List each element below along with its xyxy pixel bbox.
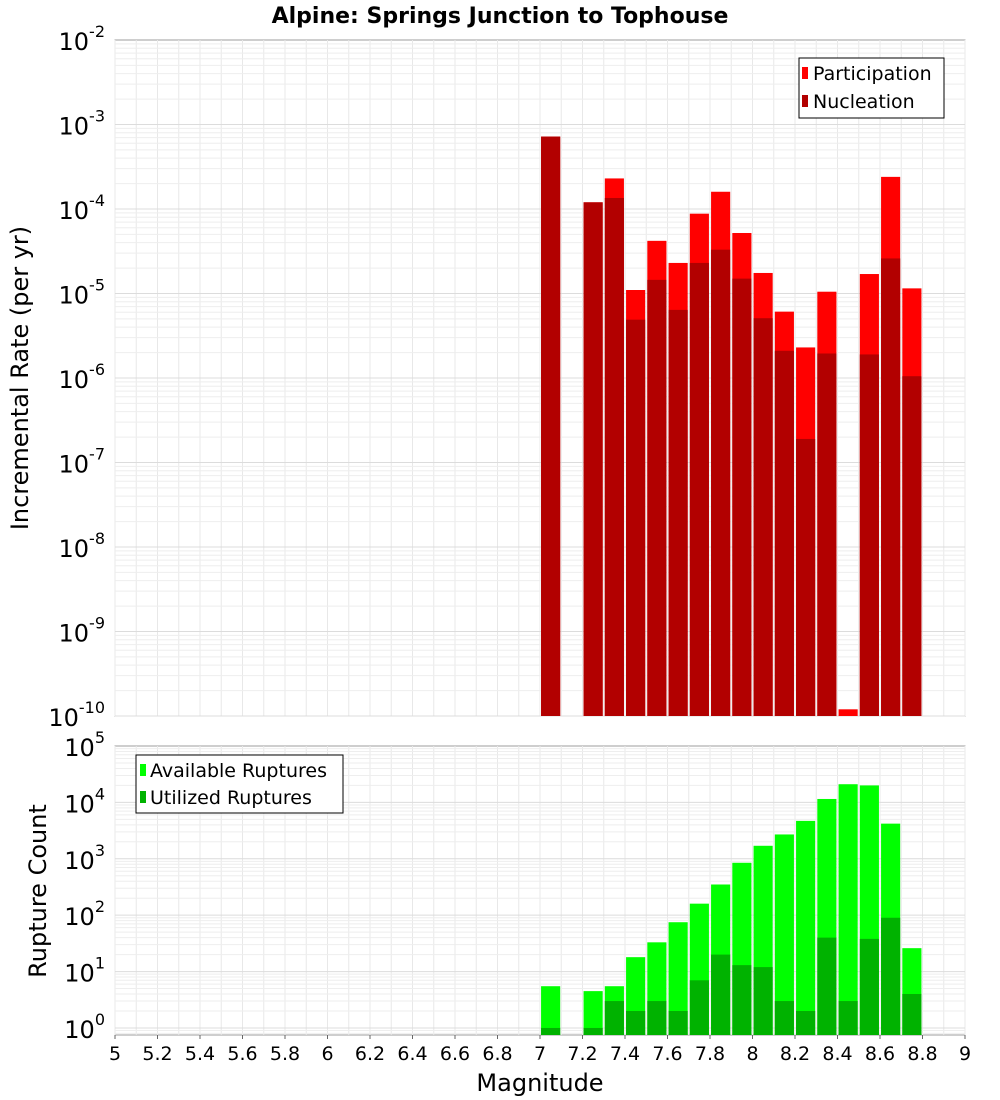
x-axis-title: Magnitude bbox=[476, 1069, 603, 1097]
top-legend: Participation Nucleation bbox=[798, 57, 945, 119]
x-tick-label: 5 bbox=[109, 1043, 121, 1065]
top-y-tick-label: 10-10 bbox=[48, 698, 105, 732]
utilized-ruptures-bar bbox=[753, 967, 773, 1035]
legend-available-label: Available Ruptures bbox=[150, 760, 327, 782]
utilized-ruptures-bar bbox=[647, 1001, 667, 1035]
x-tick-label: 7.8 bbox=[695, 1043, 725, 1065]
utilized-ruptures-bar bbox=[668, 1010, 688, 1035]
x-tick-label: 7.2 bbox=[567, 1043, 597, 1065]
nucleation-bar bbox=[774, 350, 794, 716]
x-tick-label: 6.4 bbox=[397, 1043, 427, 1065]
legend-available-swatch bbox=[140, 764, 146, 776]
x-tick-label: 5.8 bbox=[270, 1043, 300, 1065]
top-plot: 10-2 10-3 10-4 10-5 10-6 10-7 10-8 10-9 10-10 In… bbox=[6, 22, 966, 732]
top-y-tick-label: 10-8 bbox=[59, 529, 106, 563]
bottom-y-tick-labels: 105 104 103 102 101 100 bbox=[64, 728, 105, 1044]
nucleation-bar bbox=[583, 202, 603, 716]
bottom-plot: 105 104 103 102 101 100 5 5.2 5.4 5.6 5.8 6 6.2 6.4 6… bbox=[24, 728, 971, 1097]
nucleation-bar bbox=[668, 309, 688, 716]
nucleation-bar bbox=[711, 249, 731, 716]
utilized-ruptures-bar bbox=[902, 994, 922, 1035]
x-tick-label: 7.4 bbox=[610, 1043, 640, 1065]
x-tick-label: 6 bbox=[321, 1043, 333, 1065]
bottom-y-tick-label: 100 bbox=[64, 1010, 105, 1044]
bottom-y-tick-label: 105 bbox=[64, 728, 105, 762]
top-bars bbox=[541, 136, 922, 717]
nucleation-bar bbox=[626, 319, 646, 716]
utilized-ruptures-bar bbox=[881, 917, 901, 1035]
nucleation-bar bbox=[817, 353, 837, 716]
available-ruptures-bar bbox=[838, 784, 858, 1035]
legend-nucleation-swatch bbox=[802, 95, 808, 107]
x-tick-label: 8 bbox=[746, 1043, 758, 1065]
x-tick-label: 8.4 bbox=[822, 1043, 852, 1065]
utilized-ruptures-bar bbox=[604, 1001, 624, 1035]
top-y-tick-label: 10-2 bbox=[59, 22, 106, 56]
utilized-ruptures-bar bbox=[689, 980, 709, 1035]
available-ruptures-bar bbox=[774, 834, 794, 1035]
bottom-bars bbox=[541, 784, 922, 1035]
bottom-legend: Available Ruptures Utilized Ruptures bbox=[135, 754, 344, 814]
top-y-tick-label: 10-4 bbox=[59, 191, 106, 225]
top-y-tick-label: 10-9 bbox=[59, 614, 106, 648]
available-ruptures-bar bbox=[668, 922, 688, 1035]
x-tick-labels: 5 5.2 5.4 5.6 5.8 6 6.2 6.4 6.6 6.8 7 7.2 7.4 7.6 7.8 8… bbox=[109, 1035, 971, 1065]
available-ruptures-bar bbox=[541, 986, 561, 1035]
utilized-ruptures-bar bbox=[626, 1010, 646, 1035]
top-y-tick-labels: 10-2 10-3 10-4 10-5 10-6 10-7 10-8 10-9 10-10 bbox=[48, 22, 105, 732]
top-y-axis-title: Incremental Rate (per yr) bbox=[6, 226, 34, 530]
utilized-ruptures-bar bbox=[732, 965, 752, 1035]
x-tick-label: 6.6 bbox=[440, 1043, 470, 1065]
nucleation-bar bbox=[753, 318, 773, 716]
x-tick-label: 9 bbox=[959, 1043, 971, 1065]
nucleation-bar bbox=[902, 376, 922, 716]
x-tick-label: 5.6 bbox=[227, 1043, 257, 1065]
top-y-tick-label: 10-5 bbox=[59, 276, 106, 310]
x-tick-label: 8.6 bbox=[865, 1043, 895, 1065]
legend-participation-swatch bbox=[802, 67, 808, 79]
nucleation-bar bbox=[604, 197, 624, 716]
top-y-tick-label: 10-3 bbox=[59, 107, 106, 141]
top-y-tick-label: 10-6 bbox=[59, 360, 106, 394]
nucleation-bar bbox=[541, 136, 561, 716]
bottom-y-tick-label: 101 bbox=[64, 954, 105, 988]
top-y-tick-label: 10-7 bbox=[59, 445, 106, 479]
x-tick-label: 6.8 bbox=[482, 1043, 512, 1065]
legend-nucleation-label: Nucleation bbox=[813, 91, 915, 113]
x-tick-label: 5.4 bbox=[185, 1043, 215, 1065]
top-grid bbox=[114, 40, 966, 717]
x-tick-label: 6.2 bbox=[355, 1043, 385, 1065]
legend-participation-label: Participation bbox=[813, 63, 932, 85]
nucleation-bar bbox=[859, 354, 879, 716]
nucleation-bar bbox=[732, 278, 752, 716]
nucleation-bar bbox=[881, 258, 901, 716]
utilized-ruptures-bar bbox=[838, 1001, 858, 1035]
x-tick-label: 7.6 bbox=[652, 1043, 682, 1065]
bottom-y-tick-label: 102 bbox=[64, 897, 105, 931]
participation-bar bbox=[838, 709, 858, 716]
bottom-y-tick-label: 103 bbox=[64, 841, 105, 875]
utilized-ruptures-bar bbox=[541, 1027, 561, 1035]
utilized-ruptures-bar bbox=[817, 937, 837, 1035]
x-tick-label: 5.2 bbox=[142, 1043, 172, 1065]
utilized-ruptures-bar bbox=[796, 1010, 816, 1035]
legend-utilized-label: Utilized Ruptures bbox=[150, 787, 312, 809]
utilized-ruptures-bar bbox=[774, 1001, 794, 1035]
bottom-y-tick-label: 104 bbox=[64, 784, 105, 818]
x-tick-label: 8.8 bbox=[907, 1043, 937, 1065]
x-tick-label: 8.2 bbox=[780, 1043, 810, 1065]
x-tick-label: 7 bbox=[534, 1043, 546, 1065]
available-ruptures-bar bbox=[796, 820, 816, 1035]
available-ruptures-bar bbox=[583, 991, 603, 1035]
nucleation-bar bbox=[689, 262, 709, 716]
legend-utilized-swatch bbox=[140, 791, 146, 803]
nucleation-bar bbox=[796, 438, 816, 716]
bottom-y-axis-title: Rupture Count bbox=[24, 804, 52, 978]
nucleation-bar bbox=[647, 279, 667, 716]
utilized-ruptures-bar bbox=[583, 1027, 603, 1035]
chart-title: Alpine: Springs Junction to Tophouse bbox=[272, 4, 729, 29]
utilized-ruptures-bar bbox=[711, 954, 731, 1035]
utilized-ruptures-bar bbox=[859, 938, 879, 1035]
